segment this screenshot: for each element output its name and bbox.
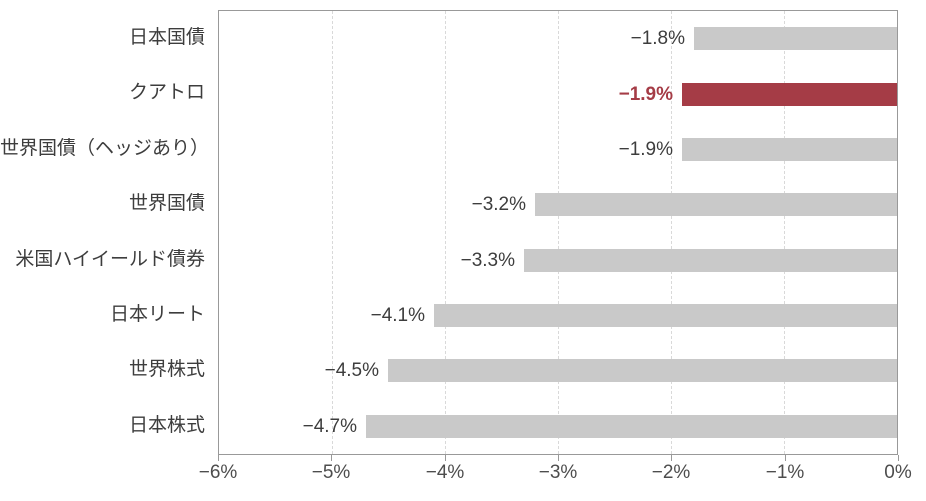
category-label: 世界国債 — [128, 193, 205, 214]
x-tick-label: −4% — [425, 462, 465, 483]
bar-value-label: −4.1% — [370, 305, 425, 326]
gridline — [671, 11, 672, 454]
bar — [366, 415, 897, 438]
bar-value-label: −1.8% — [630, 28, 685, 49]
x-tick-label: −2% — [651, 462, 691, 483]
bar-value-label: −3.3% — [460, 250, 515, 271]
y-axis-labels: 日本国債クアトロ世界国債（ヘッジあり） 世界国債米国ハイイールド債券日本リート世界… — [0, 10, 210, 455]
bar — [694, 27, 897, 50]
bar — [524, 249, 897, 272]
plot-area: −1.8% −1.9% −1.9% −3.2% −3.3% −4.1% −4.5% −4.7% — [218, 10, 898, 455]
x-tick-label: −6% — [198, 462, 238, 483]
bar-value-label: −1.9% — [618, 84, 673, 105]
x-tick — [218, 455, 219, 461]
bar-value-label: −4.7% — [302, 416, 357, 437]
category-label: 日本株式 — [128, 415, 205, 436]
x-tick-label: −1% — [765, 462, 805, 483]
gridline — [445, 11, 446, 454]
category-label: 世界株式 — [128, 359, 205, 380]
bar — [682, 138, 897, 161]
x-tick — [331, 455, 332, 461]
category-label: 日本国債 — [128, 27, 205, 48]
x-tick — [671, 455, 672, 461]
x-tick — [785, 455, 786, 461]
x-tick-label: −3% — [538, 462, 578, 483]
bar-highlighted — [682, 83, 897, 106]
x-tick — [445, 455, 446, 461]
gridline — [558, 11, 559, 454]
bar — [535, 193, 897, 216]
bar — [434, 304, 897, 327]
category-label: 世界国債（ヘッジあり） — [0, 138, 210, 159]
x-tick-label: 0% — [884, 462, 912, 483]
x-tick — [898, 455, 899, 461]
category-label: 日本リート — [109, 304, 205, 325]
bar-value-label: −1.9% — [618, 139, 673, 160]
bar-value-label: −3.2% — [471, 194, 526, 215]
x-tick-label: −5% — [311, 462, 351, 483]
gridline — [332, 11, 333, 454]
bar — [388, 359, 897, 382]
x-tick — [558, 455, 559, 461]
category-label: 米国ハイイールド債券 — [15, 249, 205, 270]
gridline — [784, 11, 785, 454]
category-label: クアトロ — [128, 82, 205, 103]
bar-value-label: −4.5% — [324, 360, 379, 381]
